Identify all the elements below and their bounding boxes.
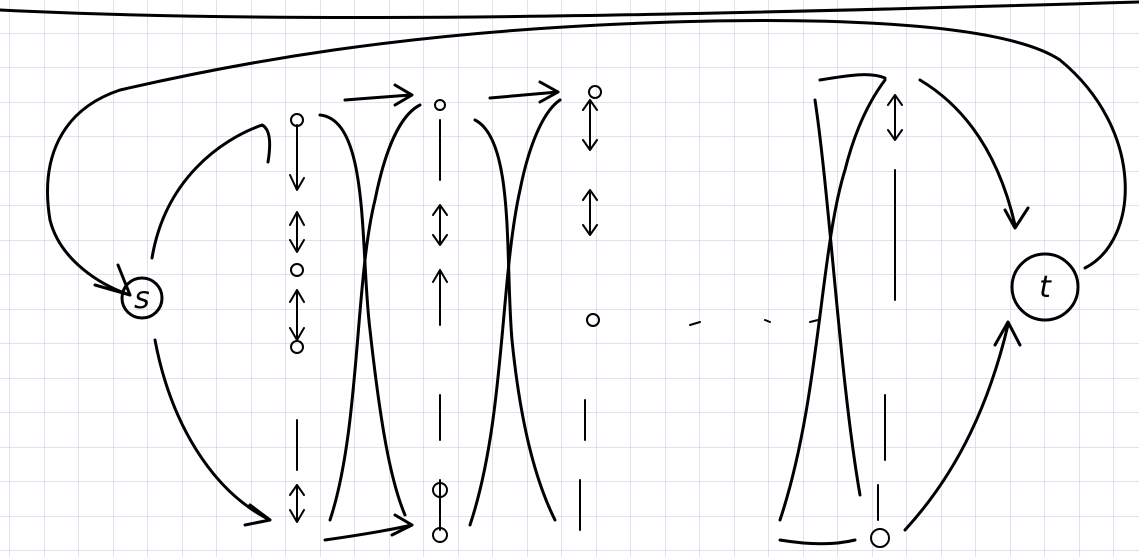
node-label: t (1039, 270, 1052, 305)
node-label: s (134, 281, 150, 316)
grid (0, 0, 1139, 557)
diagram: s t (0, 0, 1139, 557)
